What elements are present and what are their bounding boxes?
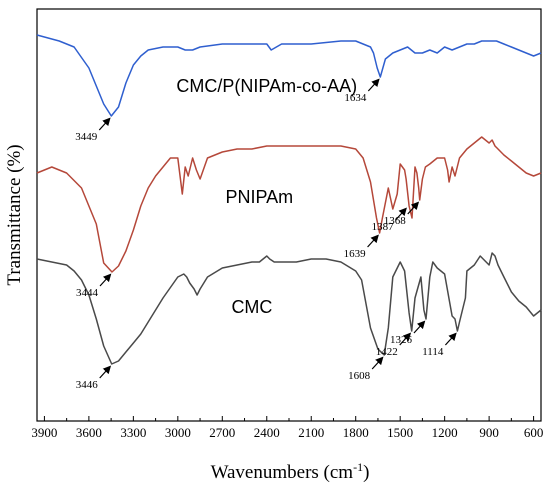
annotation-label-11: 1114 <box>422 346 444 358</box>
series-line-2 <box>36 136 542 273</box>
x-tick-label-2: 3600 <box>76 425 102 440</box>
annotation-label-3: 3444 <box>76 287 99 299</box>
x-tick-label-1: 3900 <box>31 425 57 440</box>
y-axis-title: Transmittance (%) <box>4 144 25 285</box>
annotation-label-6: 1368 <box>384 215 407 227</box>
x-axis-title-tail: ) <box>363 462 369 483</box>
series-line-1 <box>36 34 542 117</box>
x-axis-title-sup: -1 <box>353 460 363 474</box>
x-tick-label-11: 900 <box>479 425 499 440</box>
annotation-label-7: 3446 <box>76 379 99 391</box>
x-tick-label-3: 3300 <box>120 425 146 440</box>
x-tick-label-10: 1200 <box>432 425 458 440</box>
annotation-arrow-1 <box>98 117 111 131</box>
series-label-2: PNIPAm <box>226 187 294 207</box>
x-tick-label-12: 600 <box>524 425 544 440</box>
annotation-label-10: 1326 <box>390 334 413 346</box>
x-tick-label-9: 1500 <box>387 425 413 440</box>
x-axis-ticks: 3900 3600 3300 3000 2700 2400 2100 1800 1500 1200… <box>31 416 543 440</box>
annotation-arrow-2 <box>367 78 380 92</box>
x-tick-label-7: 2100 <box>298 425 324 440</box>
annotation-label-8: 1608 <box>348 370 371 382</box>
series-label-3: CMC <box>231 297 272 317</box>
annotation-label-5: 1387 <box>372 221 395 233</box>
annotation-arrow-11 <box>444 332 457 346</box>
annotation-arrow-9 <box>399 332 412 346</box>
annotation-arrow-3 <box>99 273 112 287</box>
plot-frame <box>36 8 542 422</box>
annotation-arrow-5 <box>395 207 407 221</box>
series-labels: CMC/P(NIPAm-co-AA) PNIPAm CMC <box>176 76 357 317</box>
annotation-label-9: 1422 <box>376 346 398 358</box>
annotation-label-2: 1634 <box>344 92 367 104</box>
annotation-arrow-8 <box>371 356 384 370</box>
x-tick-label-4: 3000 <box>165 425 191 440</box>
series-line-3 <box>36 252 542 365</box>
annotation-label-4: 1639 <box>344 248 367 260</box>
x-tick-label-6: 2400 <box>254 425 280 440</box>
annotation-arrow-6 <box>407 201 420 215</box>
x-axis-title: Wavenumbers (cm-1) <box>211 460 370 483</box>
series-group <box>36 34 542 365</box>
x-tick-label-5: 2700 <box>209 425 235 440</box>
x-tick-label-8: 1800 <box>343 425 369 440</box>
annotation-arrow-10 <box>413 320 426 334</box>
annotation-arrow-4 <box>367 234 379 248</box>
x-axis-title-main: Wavenumbers (cm <box>211 462 354 483</box>
annotation-label-1: 3449 <box>75 131 98 143</box>
series-label-1: CMC/P(NIPAm-co-AA) <box>176 76 357 96</box>
annotation-arrow-7 <box>99 365 112 379</box>
